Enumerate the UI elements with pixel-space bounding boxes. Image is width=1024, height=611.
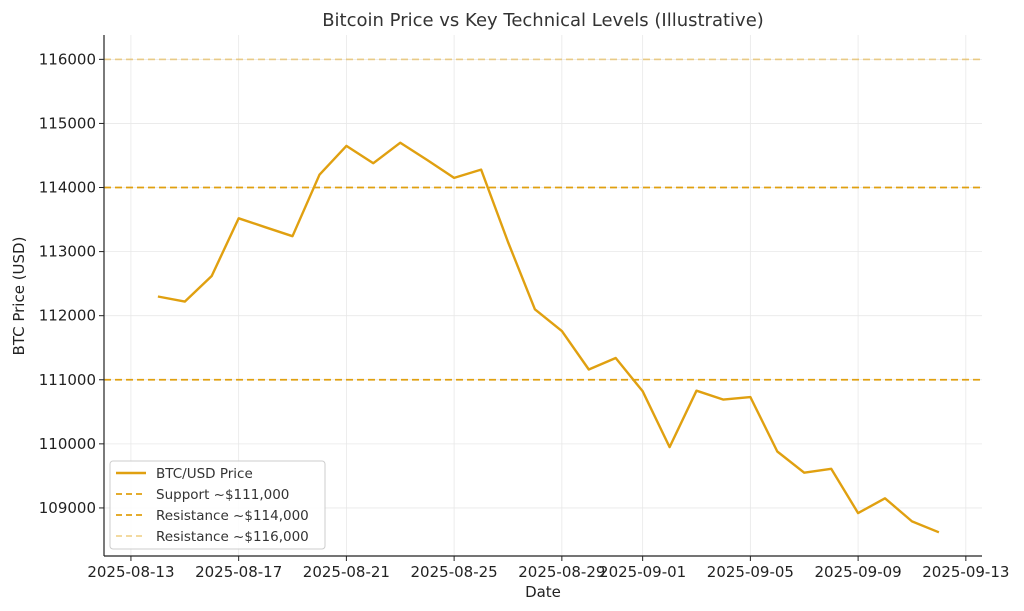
chart-title: Bitcoin Price vs Key Technical Levels (I… (322, 10, 764, 31)
x-ticks: 2025-08-13 2025-08-17 2025-08-21 2025-08-25… (87, 556, 1009, 581)
y-axis-label: BTC Price (USD) (10, 237, 28, 356)
y-ticks: 109000 110000 111000 112000 113000 114000 1150… (39, 50, 104, 517)
x-tick-label: 2025-09-05 (707, 563, 794, 581)
y-tick-label: 112000 (39, 307, 96, 325)
y-tick-label: 113000 (39, 243, 96, 261)
y-tick-label: 115000 (39, 114, 96, 132)
y-tick-label: 116000 (39, 50, 96, 68)
x-tick-label: 2025-08-21 (303, 563, 390, 581)
legend-label: Resistance ~$114,000 (156, 508, 309, 524)
legend-label: Support ~$111,000 (156, 487, 289, 503)
legend-box (109, 460, 326, 550)
y-tick-label: 109000 (39, 499, 96, 517)
x-tick-label: 2025-09-01 (599, 563, 686, 581)
axes (103, 35, 982, 557)
series-group (157, 141, 940, 534)
legend-label: BTC/USD Price (156, 466, 253, 482)
x-tick-label: 2025-09-09 (815, 563, 902, 581)
y-tick-label: 111000 (39, 371, 96, 389)
x-axis-label: Date (525, 583, 561, 601)
x-tick-label: 2025-08-17 (195, 563, 282, 581)
series-line-btc-usd (157, 141, 940, 534)
y-tick-label: 110000 (39, 435, 96, 453)
x-tick-label: 2025-08-25 (411, 563, 498, 581)
y-tick-label: 114000 (39, 179, 96, 197)
x-tick-label: 2025-08-29 (518, 563, 605, 581)
x-tick-label: 2025-08-13 (87, 563, 174, 581)
x-tick-label: 2025-09-13 (922, 563, 1009, 581)
legend-label: Resistance ~$116,000 (156, 529, 309, 545)
reference-lines (104, 58, 982, 381)
legend: BTC/USD Price Support ~$111,000 Resistance… (109, 460, 326, 550)
